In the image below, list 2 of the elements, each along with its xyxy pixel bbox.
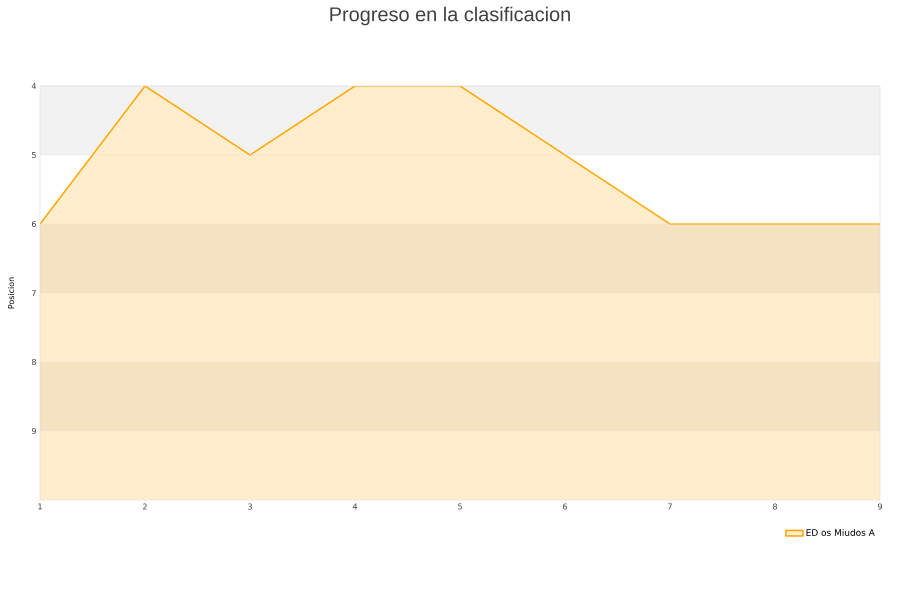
- legend-label: ED os Miudos A: [806, 529, 875, 536]
- chart-title: Progreso en la clasificacion: [330, 6, 570, 26]
